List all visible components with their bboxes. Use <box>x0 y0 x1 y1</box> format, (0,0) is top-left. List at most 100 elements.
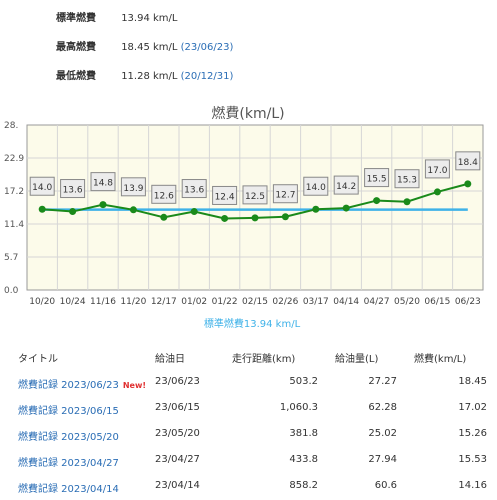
data-label: 12.5 <box>245 192 265 202</box>
data-label-box <box>120 177 146 197</box>
data-label-box <box>333 175 359 195</box>
y-tick-label: 22.9 <box>4 154 24 164</box>
data-label: 12.4 <box>215 192 235 202</box>
data-point <box>69 208 77 216</box>
row-efficiency: 18.45 <box>458 376 487 387</box>
standard-line-legend: 標準燃費13.94 km/L <box>204 317 301 330</box>
x-tick-label: 12/17 <box>151 297 177 307</box>
x-tick-label: 10/24 <box>60 297 86 307</box>
table-row: 燃費記録 2023/04/27 23/04/27 433.8 27.94 15.… <box>0 454 497 474</box>
worst-efficiency-row: 最低燃費 11.28 km/L (20/12/31) <box>56 67 233 82</box>
row-date: 23/06/15 <box>155 402 200 413</box>
x-tick-label: 01/02 <box>181 297 207 307</box>
x-tick-label: 05/20 <box>394 297 420 307</box>
fuel-efficiency-chart: 燃費(km/L) 0.0 5.7 11.4 17.2 22.9 28. 10/20 10/24… <box>4 105 484 330</box>
data-label-box <box>212 185 238 205</box>
new-badge: New! <box>122 381 146 390</box>
data-label-box <box>29 176 55 196</box>
data-point <box>373 197 381 205</box>
data-label: 18.4 <box>458 158 478 168</box>
worst-efficiency-label: 最低燃費 <box>56 71 96 82</box>
data-label-box <box>455 151 481 171</box>
row-fuel: 25.02 <box>368 428 397 439</box>
row-fuel: 27.27 <box>368 376 397 387</box>
row-efficiency: 14.16 <box>458 480 487 491</box>
header-title: タイトル <box>18 354 58 365</box>
x-tick-label: 06/15 <box>424 297 450 307</box>
data-label: 12.7 <box>275 191 295 201</box>
data-label: 13.6 <box>184 186 204 196</box>
data-label-box <box>60 179 86 199</box>
y-tick-label: 11.4 <box>4 220 24 230</box>
y-tick-label: 28. <box>4 121 18 131</box>
x-tick-label: 02/15 <box>242 297 268 307</box>
data-point <box>464 180 472 188</box>
best-efficiency-row: 最高燃費 18.45 km/L (23/06/23) <box>56 38 233 53</box>
standard-efficiency-value: 13.94 km/L <box>121 13 178 24</box>
data-label: 14.0 <box>32 183 52 193</box>
data-point <box>251 214 259 222</box>
table-row: 燃費記録 2023/04/14 23/04/14 858.2 60.6 14.1… <box>0 480 497 500</box>
worst-efficiency-value: 11.28 km/L <box>121 71 178 82</box>
standard-efficiency-label: 標準燃費 <box>56 13 96 24</box>
row-distance: 503.2 <box>289 376 318 387</box>
row-fuel: 27.94 <box>368 454 397 465</box>
header-efficiency: 燃費(km/L) <box>414 354 467 365</box>
data-label-box <box>242 185 268 205</box>
plot-area <box>26 124 484 291</box>
data-point <box>342 204 350 212</box>
x-tick-label: 11/16 <box>90 297 116 307</box>
data-label: 14.8 <box>93 179 113 189</box>
record-link[interactable]: 燃費記録 2023/04/27 <box>18 458 119 469</box>
best-efficiency-label: 最高燃費 <box>56 42 96 53</box>
best-efficiency-value: 18.45 km/L <box>121 42 178 53</box>
data-point <box>281 213 289 221</box>
x-tick-label: 04/14 <box>333 297 359 307</box>
data-label-box <box>394 169 420 189</box>
table-header: タイトル 給油日 走行距離(km) 給油量(L) 燃費(km/L) <box>0 350 497 370</box>
x-tick-label: 02/26 <box>272 297 298 307</box>
data-label-box <box>272 184 298 204</box>
row-distance: 381.8 <box>289 428 318 439</box>
x-tick-label: 11/20 <box>120 297 146 307</box>
y-tick-label: 0.0 <box>4 286 19 296</box>
best-efficiency-date: (23/06/23) <box>180 42 234 53</box>
row-efficiency: 15.53 <box>458 454 487 465</box>
data-point <box>99 201 107 209</box>
row-fuel: 60.6 <box>374 480 397 491</box>
data-label: 13.9 <box>123 184 143 194</box>
table-row: 燃費記録 2023/05/20 23/05/20 381.8 25.02 15.… <box>0 428 497 448</box>
data-point <box>129 206 137 214</box>
x-tick-label: 03/17 <box>303 297 329 307</box>
record-link[interactable]: 燃費記録 2023/06/15 <box>18 406 119 417</box>
table-row: 燃費記録 2023/06/15 23/06/15 1,060.3 62.28 1… <box>0 402 497 422</box>
data-label-box <box>303 176 329 196</box>
data-label-box <box>151 184 177 204</box>
data-label: 14.0 <box>306 183 326 193</box>
header-distance: 走行距離(km) <box>232 354 296 365</box>
data-label: 12.6 <box>154 191 174 201</box>
data-point <box>38 205 46 213</box>
record-link[interactable]: 燃費記録 2023/05/20 <box>18 432 119 443</box>
data-label: 15.3 <box>397 176 417 186</box>
chart-title: 燃費(km/L) <box>211 105 284 122</box>
record-link[interactable]: 燃費記録 2023/06/23 New! <box>18 380 146 391</box>
worst-efficiency-date: (20/12/31) <box>180 71 234 82</box>
record-link[interactable]: 燃費記録 2023/04/14 <box>18 484 119 495</box>
data-point <box>190 208 198 216</box>
data-point <box>433 188 441 196</box>
data-label-box <box>364 168 390 188</box>
row-distance: 858.2 <box>289 480 318 491</box>
data-point <box>312 205 320 213</box>
row-date: 23/06/23 <box>155 376 200 387</box>
row-efficiency: 17.02 <box>458 402 487 413</box>
standard-efficiency-row: 標準燃費 13.94 km/L <box>56 9 177 24</box>
data-label: 15.5 <box>367 175 387 185</box>
row-distance: 1,060.3 <box>279 402 318 413</box>
table-row: 燃費記録 2023/06/23 New! 23/06/23 503.2 27.27… <box>0 376 497 396</box>
y-tick-label: 17.2 <box>4 187 24 197</box>
row-distance: 433.8 <box>289 454 318 465</box>
y-tick-label: 5.7 <box>4 253 18 263</box>
row-fuel: 62.28 <box>368 402 397 413</box>
row-efficiency: 15.26 <box>458 428 487 439</box>
